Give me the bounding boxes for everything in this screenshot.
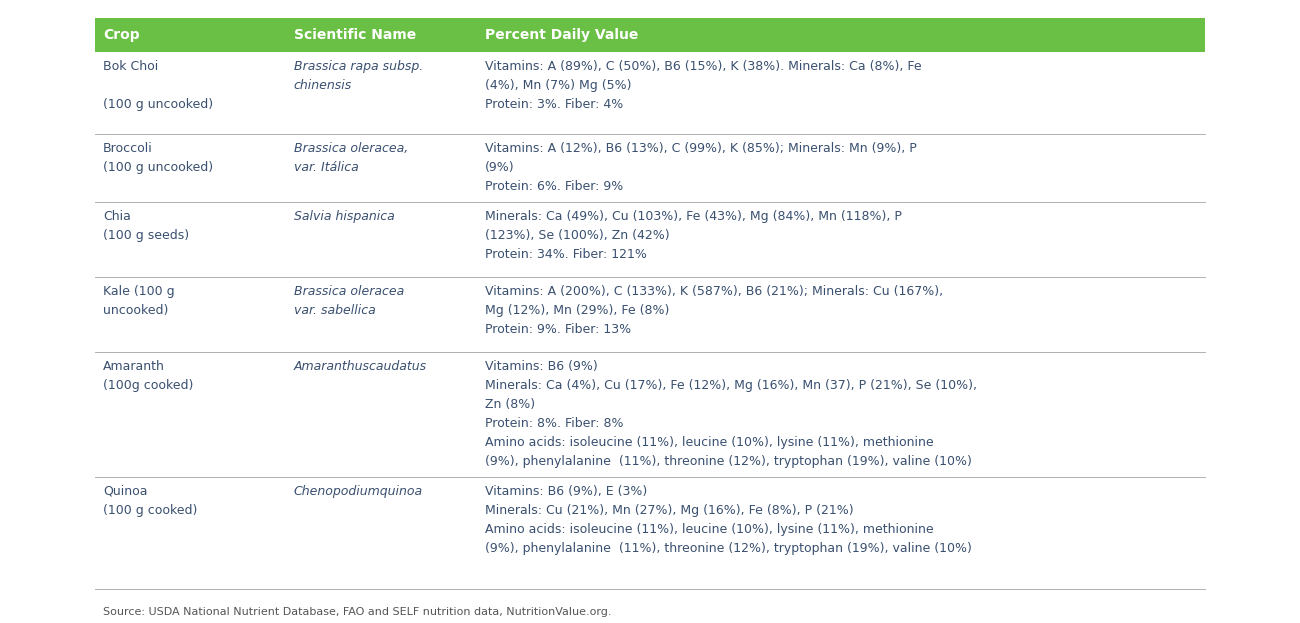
- Text: Chia
(100 g seeds): Chia (100 g seeds): [103, 210, 188, 242]
- Text: Kale (100 g
uncooked): Kale (100 g uncooked): [103, 285, 174, 317]
- Text: Brassica oleracea
var. sabellica: Brassica oleracea var. sabellica: [294, 285, 404, 317]
- Text: Vitamins: A (12%), B6 (13%), C (99%), K (85%); Minerals: Mn (9%), P
(9%)
Protein: Vitamins: A (12%), B6 (13%), C (99%), K …: [485, 142, 916, 193]
- Text: Crop: Crop: [103, 28, 139, 42]
- Text: Chenopodiumquinoa: Chenopodiumquinoa: [294, 485, 422, 498]
- Text: Source: USDA National Nutrient Database, FAO and SELF nutrition data, NutritionV: Source: USDA National Nutrient Database,…: [103, 607, 611, 617]
- Text: Bok Choi

(100 g uncooked): Bok Choi (100 g uncooked): [103, 60, 213, 111]
- Text: Brassica rapa subsp.
chinensis: Brassica rapa subsp. chinensis: [294, 60, 424, 92]
- Text: Vitamins: A (89%), C (50%), B6 (15%), K (38%). Minerals: Ca (8%), Fe
(4%), Mn (7: Vitamins: A (89%), C (50%), B6 (15%), K …: [485, 60, 922, 111]
- Text: Scientific Name: Scientific Name: [294, 28, 416, 42]
- Text: Amaranth
(100g cooked): Amaranth (100g cooked): [103, 360, 194, 392]
- Text: Percent Daily Value: Percent Daily Value: [485, 28, 638, 42]
- Text: Amaranthuscaudatus: Amaranthuscaudatus: [294, 360, 426, 373]
- Text: Broccoli
(100 g uncooked): Broccoli (100 g uncooked): [103, 142, 213, 174]
- Bar: [95, 18, 1205, 52]
- Text: Vitamins: A (200%), C (133%), K (587%), B6 (21%); Minerals: Cu (167%),
Mg (12%),: Vitamins: A (200%), C (133%), K (587%), …: [485, 285, 942, 336]
- Text: Brassica oleracea,
var. Itálica: Brassica oleracea, var. Itálica: [294, 142, 408, 174]
- Text: Vitamins: B6 (9%), E (3%)
Minerals: Cu (21%), Mn (27%), Mg (16%), Fe (8%), P (21: Vitamins: B6 (9%), E (3%) Minerals: Cu (…: [485, 485, 971, 555]
- Text: Salvia hispanica: Salvia hispanica: [294, 210, 395, 223]
- Text: Vitamins: B6 (9%)
Minerals: Ca (4%), Cu (17%), Fe (12%), Mg (16%), Mn (37), P (2: Vitamins: B6 (9%) Minerals: Ca (4%), Cu …: [485, 360, 976, 468]
- Text: Quinoa
(100 g cooked): Quinoa (100 g cooked): [103, 485, 198, 517]
- Text: Minerals: Ca (49%), Cu (103%), Fe (43%), Mg (84%), Mn (118%), P
(123%), Se (100%: Minerals: Ca (49%), Cu (103%), Fe (43%),…: [485, 210, 902, 261]
